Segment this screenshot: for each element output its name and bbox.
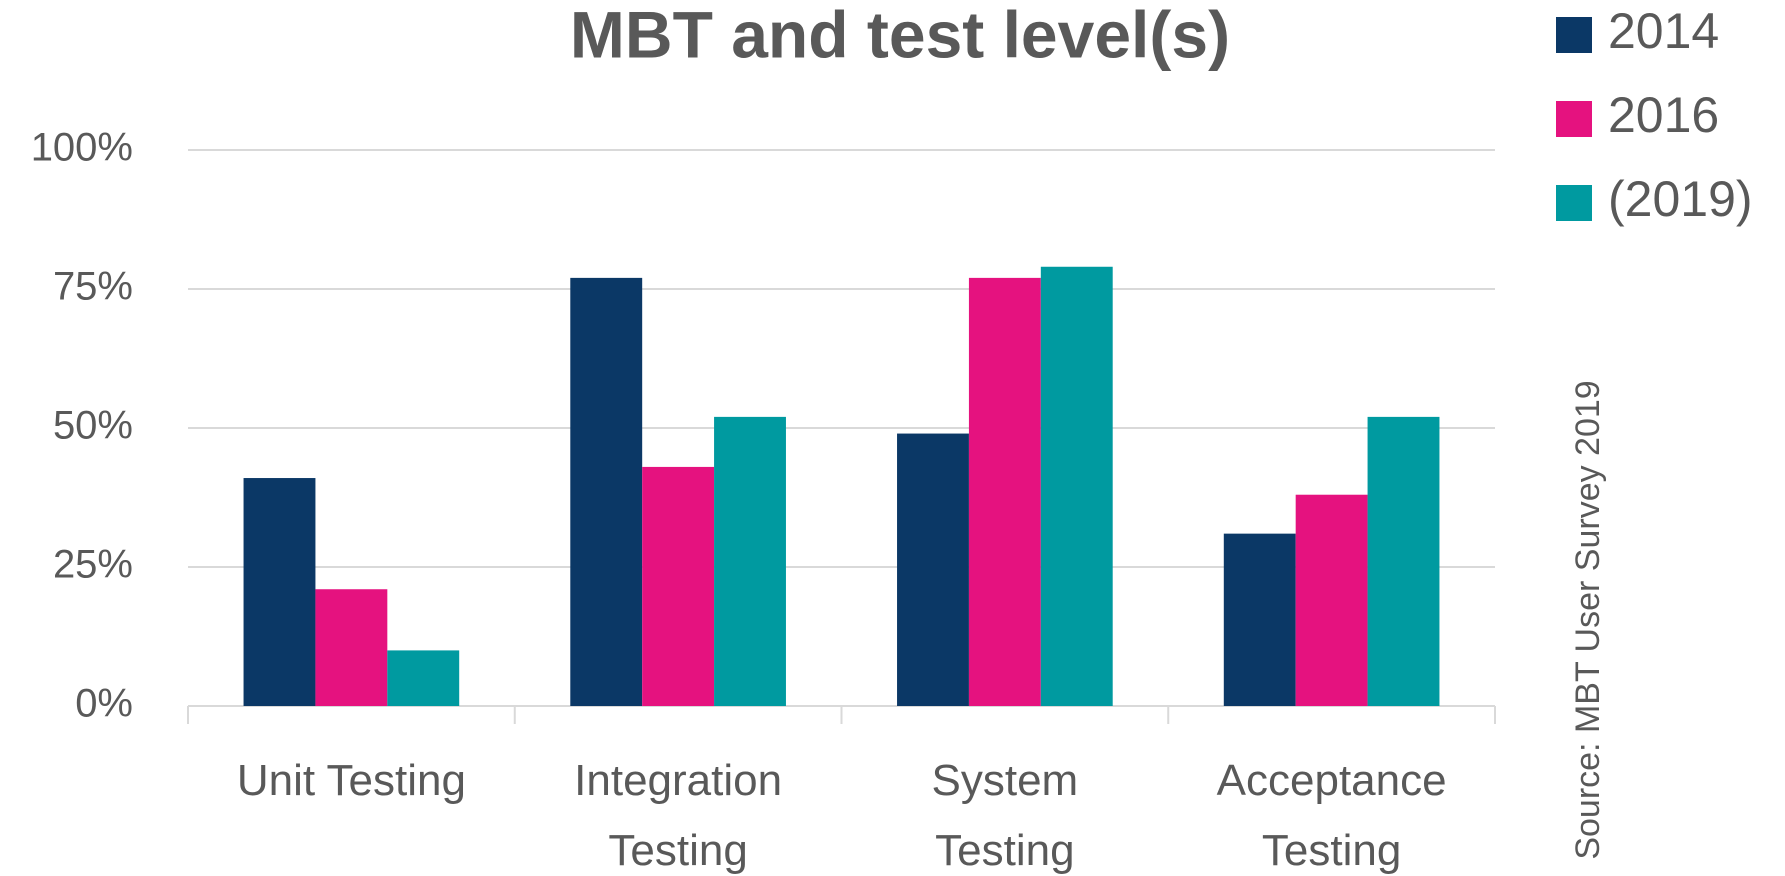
x-tick-label: Acceptance Testing xyxy=(1216,756,1447,875)
y-tick-label: 25% xyxy=(53,543,133,587)
y-tick-label: 75% xyxy=(53,265,133,309)
legend-swatch xyxy=(1556,17,1592,53)
bar xyxy=(315,589,388,706)
bar xyxy=(243,478,316,706)
bar xyxy=(1223,533,1296,706)
bar xyxy=(570,277,643,706)
bar xyxy=(897,433,969,706)
x-tick-label: Integration Testing xyxy=(574,756,783,875)
y-tick-label: 50% xyxy=(53,404,133,448)
legend-swatch xyxy=(1556,101,1592,137)
source-note: Source: MBT User Survey 2019 xyxy=(1569,380,1607,859)
legend-swatch xyxy=(1556,185,1592,221)
bar xyxy=(968,277,1041,706)
bar xyxy=(1367,416,1440,706)
bar xyxy=(714,416,786,706)
chart-title: MBT and test level(s) xyxy=(570,0,1230,71)
legend-label: 2016 xyxy=(1608,87,1719,143)
bar xyxy=(642,466,715,706)
bar xyxy=(387,650,460,706)
bar xyxy=(1295,494,1368,706)
legend-label: 2014 xyxy=(1608,3,1719,59)
legend-label: (2019) xyxy=(1608,171,1753,227)
x-tick-label: System Testing xyxy=(931,756,1079,875)
x-tick-label: Unit Testing xyxy=(236,756,466,805)
y-tick-label: 0% xyxy=(75,682,133,726)
y-tick-label: 100% xyxy=(31,126,133,170)
bar xyxy=(1040,266,1113,706)
